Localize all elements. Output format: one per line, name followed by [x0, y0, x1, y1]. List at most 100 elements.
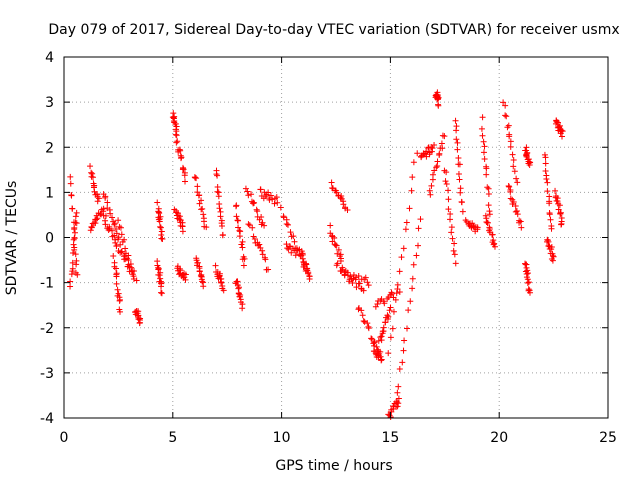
data-point [544, 188, 551, 195]
data-point [251, 235, 258, 242]
data-point [385, 350, 392, 357]
data-point [480, 138, 487, 145]
data-point [423, 148, 430, 155]
data-point [542, 154, 549, 161]
data-point [90, 184, 97, 191]
data-point [335, 246, 342, 253]
data-point [94, 215, 101, 222]
data-point [179, 228, 186, 235]
data-point [157, 223, 164, 230]
data-point [245, 221, 252, 228]
data-point [385, 313, 392, 320]
data-point [517, 218, 524, 225]
data-point [427, 191, 434, 198]
data-point [524, 280, 531, 287]
data-point [72, 229, 79, 236]
data-point [73, 261, 80, 268]
data-point [456, 161, 463, 168]
data-point [344, 269, 351, 276]
data-point [435, 102, 442, 109]
y-tick-label: -1 [40, 276, 54, 292]
data-point [360, 287, 367, 294]
x-tick-label: 0 [60, 430, 69, 446]
data-point [355, 273, 362, 280]
data-point [87, 163, 94, 170]
data-point [509, 151, 516, 158]
data-point [518, 224, 525, 231]
data-point [72, 213, 79, 220]
data-point [542, 167, 549, 174]
data-point [442, 178, 449, 185]
data-point [394, 389, 401, 396]
data-point [365, 325, 372, 332]
data-point [235, 224, 242, 231]
data-point [199, 205, 206, 212]
data-point [200, 211, 207, 218]
data-point [267, 192, 274, 199]
data-point [193, 175, 200, 182]
data-point [299, 251, 306, 258]
data-point [265, 266, 272, 273]
data-point [89, 170, 96, 177]
data-point [177, 155, 184, 162]
data-point [439, 132, 446, 139]
data-point [429, 171, 436, 178]
data-point [199, 278, 206, 285]
data-point [559, 128, 566, 135]
axis-ticks [63, 56, 609, 419]
data-point [158, 289, 165, 296]
data-point [337, 255, 344, 262]
data-point [259, 247, 266, 254]
data-point [514, 179, 521, 186]
data-point [173, 139, 180, 146]
data-point [485, 190, 492, 197]
data-point [130, 273, 137, 280]
data-point [117, 308, 124, 315]
data-point [423, 153, 430, 160]
data-point [513, 207, 520, 214]
data-point [377, 353, 384, 360]
data-point [156, 218, 163, 225]
data-point [555, 206, 562, 213]
data-point [547, 216, 554, 223]
data-point [557, 211, 564, 218]
data-point [240, 262, 247, 269]
data-point [244, 188, 251, 195]
data-point [73, 220, 80, 227]
data-point [506, 183, 513, 190]
data-point [339, 266, 346, 273]
data-point [198, 206, 205, 213]
data-point [155, 266, 162, 273]
data-point [507, 143, 514, 150]
data-point [100, 208, 107, 215]
data-point [478, 125, 485, 132]
y-tick-labels: -4 -3 -2 -1 0 1 2 3 4 [40, 50, 54, 427]
data-point [454, 139, 461, 146]
data-point [111, 220, 118, 227]
y-tick-label: 4 [45, 50, 54, 66]
data-point [523, 144, 530, 151]
data-point [71, 235, 78, 242]
data-point [239, 305, 246, 312]
data-point [358, 307, 365, 314]
data-point [213, 171, 220, 178]
data-point [483, 218, 490, 225]
data-point [365, 282, 372, 289]
data-point [258, 213, 265, 220]
data-point [102, 193, 109, 200]
data-point [542, 160, 549, 167]
data-point [69, 250, 76, 257]
data-point [236, 227, 243, 234]
data-point [159, 235, 166, 242]
data-point [456, 176, 463, 183]
data-point [524, 150, 531, 157]
data-point [447, 211, 454, 218]
data-point [220, 287, 227, 294]
data-points [67, 89, 566, 421]
data-point [550, 253, 557, 260]
data-point [265, 189, 272, 196]
data-point [269, 196, 276, 203]
data-point [259, 251, 266, 258]
data-point [74, 271, 81, 278]
data-point [500, 99, 507, 106]
